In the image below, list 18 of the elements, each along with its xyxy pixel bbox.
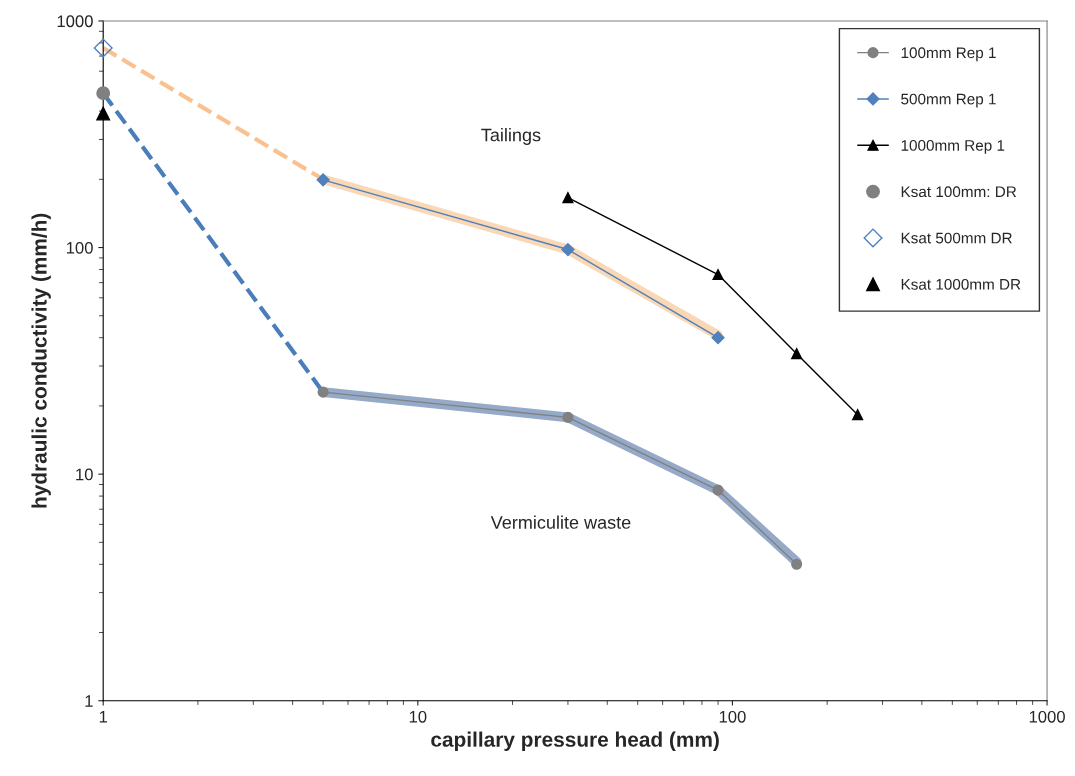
legend-label: 100mm Rep 1 [901, 47, 996, 62]
x-axis-title: capillary pressure head (mm) [431, 731, 719, 751]
y-tick-label: 100 [66, 241, 93, 254]
x-tick-label: 1000 [1029, 710, 1065, 723]
legend-label: 1000mm Rep 1 [901, 139, 1005, 154]
annotation: Tailings [481, 128, 541, 145]
legend-label: Ksat 500mm DR [901, 232, 1012, 244]
y-tick-label: 1 [85, 695, 93, 707]
y-axis-title: hydraulic conductivity (mm/h) [31, 213, 51, 508]
x-tick-label: 1 [99, 711, 108, 723]
x-tick-label: 100 [719, 710, 746, 723]
legend-label: 500mm Rep 1 [901, 93, 996, 108]
y-tick-label: 10 [76, 468, 93, 481]
legend-label: Ksat 100mm: DR [901, 186, 1017, 198]
y-tick-label: 1000 [57, 15, 93, 28]
legend-label: Ksat 1000mm DR [901, 278, 1021, 290]
annotation: Vermiculite waste [490, 515, 631, 529]
x-tick-label: 10 [409, 710, 427, 723]
